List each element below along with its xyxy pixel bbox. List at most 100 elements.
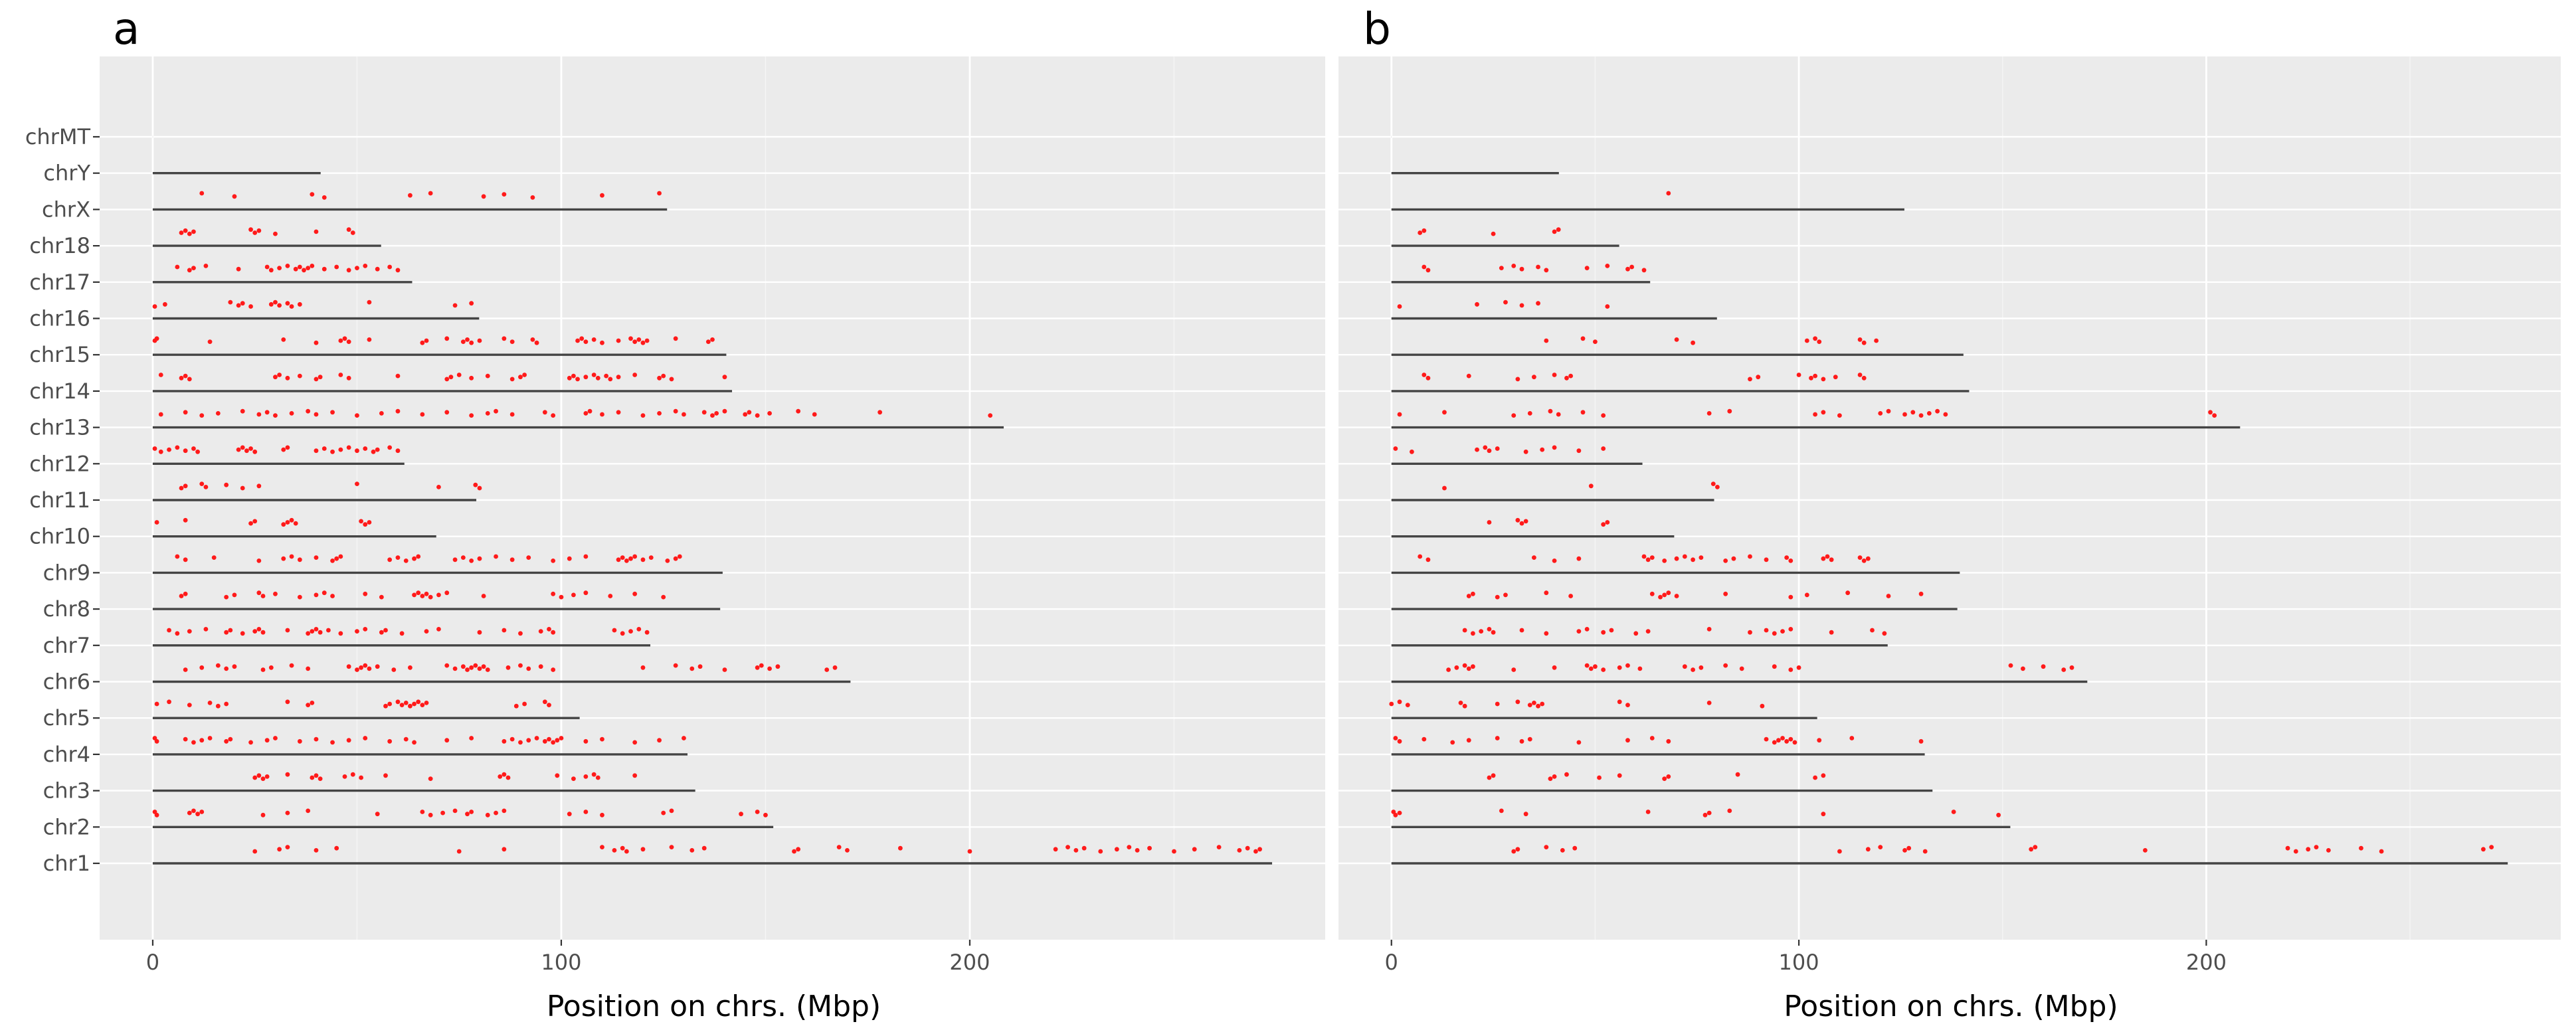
point-chr6: [183, 667, 188, 672]
point-chr15: [1813, 336, 1818, 341]
point-chr13: [1943, 412, 1948, 417]
point-chr8: [412, 592, 416, 598]
point-chr3: [595, 775, 600, 780]
y-tick-label: chr7: [43, 633, 90, 658]
point-chr15: [346, 339, 351, 344]
point-chr16: [285, 301, 290, 306]
point-chr5: [416, 699, 421, 705]
point-chr15: [591, 337, 597, 342]
point-chr17: [395, 268, 401, 273]
point-chr17: [375, 266, 380, 272]
point-chr5: [522, 701, 527, 707]
point-chr18: [179, 230, 184, 235]
point-chr8: [1466, 594, 1471, 598]
point-chr1: [1511, 849, 1517, 854]
point-chr8: [1503, 592, 1508, 598]
point-chr9: [1723, 559, 1728, 563]
point-chr6: [346, 664, 351, 669]
point-chr7: [477, 630, 482, 635]
point-chr1: [836, 845, 842, 849]
point-chr17: [236, 266, 241, 272]
point-chr14: [1515, 377, 1520, 382]
point-chr18: [1422, 228, 1427, 233]
point-chr4: [1495, 736, 1500, 740]
point-chr13: [314, 412, 319, 417]
point-chr5: [395, 699, 401, 705]
point-chr7: [1584, 627, 1590, 632]
y-tick-label: chr15: [29, 342, 90, 367]
point-chr6: [1584, 663, 1590, 668]
x-tick-label: 200: [949, 950, 990, 975]
point-chr14: [448, 375, 454, 380]
point-chr17: [1422, 264, 1427, 270]
point-chr8: [260, 594, 266, 598]
point-chr1: [277, 847, 282, 852]
point-chr4: [387, 738, 393, 744]
point-chr9: [403, 559, 409, 563]
point-chr6: [538, 664, 543, 669]
point-chr14: [669, 377, 674, 382]
point-chr10: [293, 521, 298, 526]
point-chr6: [359, 665, 363, 670]
point-chr4: [1625, 738, 1630, 743]
point-chr8: [444, 590, 450, 596]
point-chr2: [763, 812, 768, 818]
point-chr9: [469, 559, 474, 563]
point-chr3: [1617, 773, 1622, 778]
point-chr13: [1397, 412, 1402, 417]
point-chr13: [767, 411, 772, 416]
point-chr18: [248, 227, 253, 232]
point-chr14: [1833, 375, 1838, 380]
point-chr13: [877, 410, 883, 415]
point-chr18: [1552, 229, 1557, 234]
point-chr3: [555, 773, 560, 778]
point-chr1: [1237, 848, 1242, 853]
point-chr9: [1691, 557, 1696, 562]
point-chr8: [571, 592, 576, 598]
point-chr16: [367, 300, 372, 305]
point-chr17: [203, 264, 209, 268]
point-chr3: [1666, 774, 1671, 779]
point-chr13: [1511, 413, 1517, 418]
point-chr15: [1544, 338, 1549, 343]
point-chrX: [481, 194, 486, 199]
y-tick-label: chr17: [29, 270, 90, 295]
point-chr10: [154, 520, 159, 525]
point-chr14: [1422, 373, 1427, 377]
point-chr6: [1699, 665, 1704, 670]
point-chr14: [1466, 373, 1471, 379]
point-chr5: [154, 701, 159, 707]
point-chr13: [1706, 411, 1712, 416]
point-chr4: [1764, 736, 1769, 742]
point-chr14: [616, 375, 621, 380]
point-chr6: [640, 665, 646, 670]
point-chr2: [306, 808, 311, 814]
point-chr16: [236, 303, 241, 308]
point-chr3: [350, 772, 355, 777]
point-chr17: [268, 268, 274, 273]
x-tick-label: 100: [1779, 950, 1819, 975]
point-chr2: [502, 808, 507, 814]
point-chr10: [252, 519, 258, 524]
point-chr1: [2489, 845, 2494, 849]
point-chr11: [179, 485, 184, 491]
point-chr4: [1776, 738, 1781, 743]
point-chr9: [477, 556, 482, 561]
x-axis-title: Position on chrs. (Mbp): [547, 990, 881, 1023]
point-chr4: [183, 736, 188, 742]
point-chr7: [551, 630, 556, 635]
point-chr8: [363, 591, 368, 596]
point-chr4: [444, 738, 450, 743]
point-chr9: [1641, 554, 1647, 559]
point-chr8: [420, 594, 425, 598]
point-chr15: [1674, 337, 1679, 342]
point-chr12: [330, 449, 335, 454]
point-chr2: [1951, 810, 1956, 814]
point-chr7: [306, 631, 311, 636]
point-chr2: [755, 810, 760, 814]
point-chr8: [424, 591, 429, 596]
point-chr9: [1784, 555, 1790, 560]
point-chr11: [1588, 483, 1594, 489]
point-chr6: [1772, 664, 1777, 669]
point-chr5: [215, 703, 221, 709]
